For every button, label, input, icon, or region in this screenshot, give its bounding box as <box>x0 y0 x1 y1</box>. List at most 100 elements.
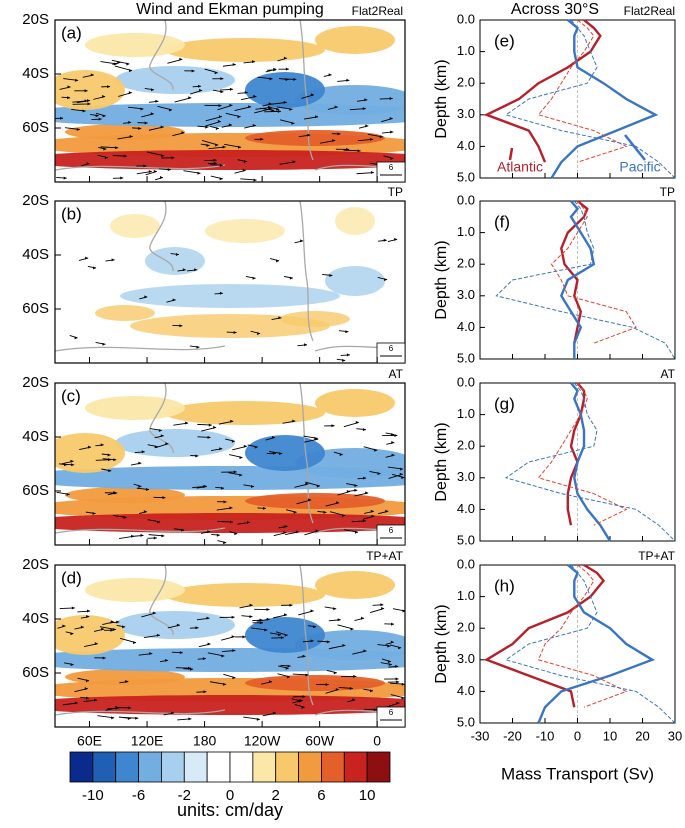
wind-vector-head <box>380 603 383 606</box>
field-patch <box>115 429 235 457</box>
wind-vector-head <box>300 239 303 242</box>
colorbar-box <box>253 752 276 782</box>
y-tick-label: 5.0 <box>457 714 475 729</box>
panel-label: (d) <box>61 568 82 587</box>
wind-vector-head <box>133 641 136 644</box>
field-patch <box>315 26 395 54</box>
y-axis-label: Depth (km) <box>433 240 450 319</box>
wind-vector-head <box>329 73 332 76</box>
wind-vector-head <box>345 330 348 333</box>
colorbar-box <box>344 752 367 782</box>
wind-vector-head <box>112 258 115 261</box>
wind-vector-head <box>220 177 223 180</box>
wind-vector-head <box>257 718 260 721</box>
colorbar-box <box>207 752 230 782</box>
wind-vector-head <box>250 615 253 618</box>
wind-vector-head <box>161 534 164 537</box>
y-tick-label: 0.0 <box>457 192 475 207</box>
wind-vector-head <box>347 490 350 493</box>
x-tick-label: -20 <box>503 728 522 743</box>
wind-vector-head <box>129 91 132 94</box>
y-tick-label: 60S <box>22 119 49 136</box>
x-tick-label: 0 <box>373 733 381 749</box>
x-tick-label: -30 <box>471 728 490 743</box>
y-tick-label: 4.0 <box>457 501 475 516</box>
wind-vector-head <box>213 426 216 429</box>
y-axis-label: Depth (km) <box>433 422 450 501</box>
x-tick-label: 120E <box>131 733 164 749</box>
wind-vector-head <box>233 63 236 66</box>
wind-vector-head <box>356 421 359 424</box>
map-panel: (a) 6 <box>10 20 450 182</box>
colorbar-units: units: cm/day <box>177 800 283 820</box>
wind-vector-head <box>102 343 105 346</box>
wind-vector-head <box>391 441 394 444</box>
field-patch <box>115 611 235 639</box>
map-field <box>10 383 450 544</box>
field-patch <box>95 305 155 321</box>
annotation: Atlantic <box>497 159 543 175</box>
field-patch <box>315 571 395 599</box>
ref-vector-label: 6 <box>389 344 394 353</box>
y-tick-label: 5.0 <box>457 532 475 547</box>
annotation: Pacific <box>619 159 660 175</box>
y-tick-label: 0.0 <box>457 374 475 389</box>
wind-vector-head <box>126 63 129 66</box>
wind-vector-head <box>154 170 157 173</box>
y-axis-label: Depth (km) <box>433 59 450 138</box>
x-tick-label: 60E <box>77 733 102 749</box>
wind-vector-head <box>232 616 235 619</box>
x-tick-label: 0 <box>574 728 581 743</box>
panel-tag: AT <box>661 367 676 381</box>
y-tick-label: 20S <box>22 192 49 209</box>
ref-vector-label: 6 <box>389 526 394 535</box>
colorbar-box <box>93 752 116 782</box>
y-tick-label: 60S <box>22 482 49 499</box>
map-field <box>10 20 450 182</box>
profile-line <box>539 565 627 707</box>
field-patch <box>245 130 385 146</box>
profile-line <box>506 20 675 178</box>
wind-vector-head <box>232 635 235 638</box>
y-tick-label: 20S <box>22 11 49 28</box>
y-tick-label: 1.0 <box>457 406 475 421</box>
y-tick-label: 40S <box>22 246 49 263</box>
wind-vector-head <box>197 172 200 175</box>
wind-vector-head <box>396 680 399 683</box>
y-tick-label: 2.0 <box>457 438 475 453</box>
wind-vector-head <box>365 124 368 127</box>
panel-tag: TP <box>660 185 675 199</box>
y-tick-label: 40S <box>22 65 49 82</box>
panel-label: (f) <box>494 212 510 231</box>
colorbar-tick-label: 10 <box>359 787 376 804</box>
y-tick-label: 60S <box>22 300 49 317</box>
ref-vector-label: 6 <box>389 163 394 172</box>
field-patch <box>85 578 185 602</box>
profile-title: Across 30°S <box>511 1 599 18</box>
wind-vector-head <box>64 177 67 180</box>
y-tick-label: 0.0 <box>457 11 475 26</box>
profile-line <box>506 565 675 723</box>
y-tick-label: 5.0 <box>457 169 475 184</box>
wind-vector-head <box>217 534 220 537</box>
colorbar-box <box>230 752 253 782</box>
profile-line <box>506 383 675 541</box>
wind-vector-head <box>75 336 78 339</box>
panel-tag: TP+AT <box>366 549 403 563</box>
wind-vector-head <box>72 606 75 609</box>
wind-vector-head <box>363 428 366 431</box>
wind-vector-head <box>179 58 182 61</box>
panel-tag: TP <box>388 185 403 199</box>
wind-vector-head <box>311 609 314 612</box>
y-tick-label: 1.0 <box>457 43 475 58</box>
field-patch <box>45 615 125 655</box>
y-tick-label: 4.0 <box>457 683 475 698</box>
wind-vector-head <box>390 130 393 133</box>
panel-label: (a) <box>61 23 82 42</box>
wind-vector-head <box>220 90 223 93</box>
field-patch <box>145 247 205 275</box>
colorbar-tick-label: 6 <box>317 787 325 804</box>
wind-vector-head <box>346 79 349 82</box>
wind-vector-head <box>154 536 157 539</box>
